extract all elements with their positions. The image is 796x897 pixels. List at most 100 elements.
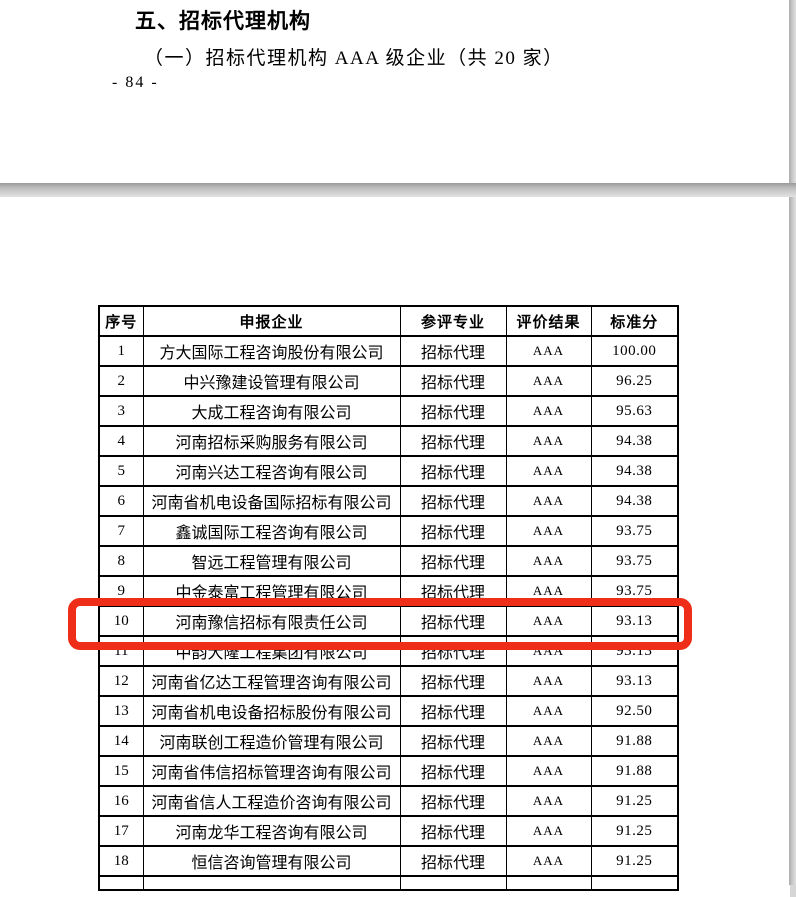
- cell-index: [98, 875, 144, 890]
- cell-score: 100.00: [590, 335, 679, 367]
- cell-index: 16: [98, 785, 144, 817]
- table-row: 18 恒信咨询管理有限公司 招标代理 AAA 91.25: [98, 845, 679, 877]
- cell-score: 91.25: [590, 785, 679, 817]
- table-row: 1 方大国际工程咨询股份有限公司 招标代理 AAA 100.00: [98, 335, 679, 367]
- cell-score: 93.13: [590, 635, 679, 667]
- section-heading: 五、招标代理机构: [135, 10, 311, 33]
- cell-company: 中韵大隆工程集团有限公司: [142, 635, 401, 667]
- cell-company: 河南省机电设备国际招标有限公司: [142, 485, 401, 517]
- cell-company: 中金泰富工程管理有限公司: [142, 575, 401, 607]
- cell-company: [142, 875, 401, 890]
- table-row: 15 河南省伟信招标管理咨询有限公司 招标代理 AAA 91.88: [98, 755, 679, 787]
- column-header: 评价结果: [505, 305, 592, 337]
- cell-result: AAA: [505, 815, 592, 847]
- table-row: 10 河南豫信招标有限责任公司 招标代理 AAA 93.13: [98, 605, 679, 637]
- cell-result: AAA: [505, 665, 592, 697]
- page-break-gap: [0, 183, 796, 197]
- document-page-1: 五、招标代理机构 （一）招标代理机构 AAA 级企业（共 20 家） - 84 …: [0, 0, 790, 183]
- table-row: 9 中金泰富工程管理有限公司 招标代理 AAA 93.75: [98, 575, 679, 607]
- cell-index: 3: [98, 395, 144, 427]
- table-row: 13 河南省机电设备招标股份有限公司 招标代理 AAA 92.50: [98, 695, 679, 727]
- page-edge-strip: [789, 0, 796, 885]
- column-header: 标准分: [590, 305, 679, 337]
- cell-score: 91.88: [590, 755, 679, 787]
- cell-index: 6: [98, 485, 144, 517]
- table-body: 1 方大国际工程咨询股份有限公司 招标代理 AAA 100.00 2 中兴豫建设管理有限公司…: [98, 335, 679, 890]
- cell-result: AAA: [505, 755, 592, 787]
- cell-specialty: 招标代理: [399, 815, 507, 847]
- cell-specialty: [399, 875, 507, 890]
- cell-score: 94.38: [590, 455, 679, 487]
- cell-company: 恒信咨询管理有限公司: [142, 845, 401, 877]
- cell-company: 河南联创工程造价管理有限公司: [142, 725, 401, 757]
- cell-score: 95.63: [590, 395, 679, 427]
- document-page-2: 序号 申报企业 参评专业 评价结果 标准分 1 方大国际工程咨询股份有限公司 招标代理 AAA…: [0, 197, 790, 897]
- cell-index: 10: [98, 605, 144, 637]
- cell-company: 河南省机电设备招标股份有限公司: [142, 695, 401, 727]
- cell-index: 18: [98, 845, 144, 877]
- cell-score: 93.75: [590, 575, 679, 607]
- table-row: 17 河南龙华工程咨询有限公司 招标代理 AAA 91.25: [98, 815, 679, 847]
- cell-result: AAA: [505, 605, 592, 637]
- cell-result: AAA: [505, 455, 592, 487]
- cell-specialty: 招标代理: [399, 635, 507, 667]
- table-row: 3 大成工程咨询有限公司 招标代理 AAA 95.63: [98, 395, 679, 427]
- cell-company: 河南省伟信招标管理咨询有限公司: [142, 755, 401, 787]
- table-row: 14 河南联创工程造价管理有限公司 招标代理 AAA 91.88: [98, 725, 679, 757]
- table-row: 2 中兴豫建设管理有限公司 招标代理 AAA 96.25: [98, 365, 679, 397]
- cell-score: 92.50: [590, 695, 679, 727]
- table-row: [98, 875, 679, 890]
- cell-specialty: 招标代理: [399, 545, 507, 577]
- cell-score: 93.13: [590, 665, 679, 697]
- cell-company: 鑫诚国际工程咨询有限公司: [142, 515, 401, 547]
- cell-specialty: 招标代理: [399, 425, 507, 457]
- cell-result: AAA: [505, 515, 592, 547]
- cell-score: 91.25: [590, 845, 679, 877]
- cell-index: 9: [98, 575, 144, 607]
- cell-specialty: 招标代理: [399, 455, 507, 487]
- company-rating-table: 序号 申报企业 参评专业 评价结果 标准分 1 方大国际工程咨询股份有限公司 招标代理 AAA…: [98, 305, 679, 891]
- cell-specialty: 招标代理: [399, 845, 507, 877]
- cell-company: 河南兴达工程咨询有限公司: [142, 455, 401, 487]
- cell-index: 14: [98, 725, 144, 757]
- cell-score: 91.25: [590, 815, 679, 847]
- cell-index: 12: [98, 665, 144, 697]
- table-row: 11 中韵大隆工程集团有限公司 招标代理 AAA 93.13: [98, 635, 679, 667]
- cell-result: AAA: [505, 485, 592, 517]
- cell-result: AAA: [505, 545, 592, 577]
- cell-index: 5: [98, 455, 144, 487]
- cell-result: AAA: [505, 635, 592, 667]
- cell-company: 方大国际工程咨询股份有限公司: [142, 335, 401, 367]
- table-row: 16 河南省信人工程造价咨询有限公司 招标代理 AAA 91.25: [98, 785, 679, 817]
- cell-result: AAA: [505, 335, 592, 367]
- cell-score: 93.13: [590, 605, 679, 637]
- cell-specialty: 招标代理: [399, 365, 507, 397]
- cell-score: [590, 875, 679, 890]
- cell-score: 96.25: [590, 365, 679, 397]
- cell-index: 2: [98, 365, 144, 397]
- column-header: 参评专业: [399, 305, 507, 337]
- cell-company: 智远工程管理有限公司: [142, 545, 401, 577]
- cell-result: AAA: [505, 695, 592, 727]
- table-row: 5 河南兴达工程咨询有限公司 招标代理 AAA 94.38: [98, 455, 679, 487]
- cell-company: 大成工程咨询有限公司: [142, 395, 401, 427]
- cell-index: 1: [98, 335, 144, 367]
- cell-result: AAA: [505, 725, 592, 757]
- cell-result: AAA: [505, 845, 592, 877]
- cell-specialty: 招标代理: [399, 485, 507, 517]
- cell-company: 河南招标采购服务有限公司: [142, 425, 401, 457]
- cell-company: 河南豫信招标有限责任公司: [142, 605, 401, 637]
- cell-company: 河南省信人工程造价咨询有限公司: [142, 785, 401, 817]
- section-subheading: （一）招标代理机构 AAA 级企业（共 20 家）: [144, 48, 564, 69]
- cell-index: 8: [98, 545, 144, 577]
- cell-index: 4: [98, 425, 144, 457]
- cell-company: 中兴豫建设管理有限公司: [142, 365, 401, 397]
- cell-specialty: 招标代理: [399, 335, 507, 367]
- cell-result: AAA: [505, 365, 592, 397]
- table-row: 12 河南省亿达工程管理咨询有限公司 招标代理 AAA 93.13: [98, 665, 679, 697]
- cell-score: 91.88: [590, 725, 679, 757]
- table-row: 4 河南招标采购服务有限公司 招标代理 AAA 94.38: [98, 425, 679, 457]
- cell-specialty: 招标代理: [399, 785, 507, 817]
- cell-score: 94.38: [590, 425, 679, 457]
